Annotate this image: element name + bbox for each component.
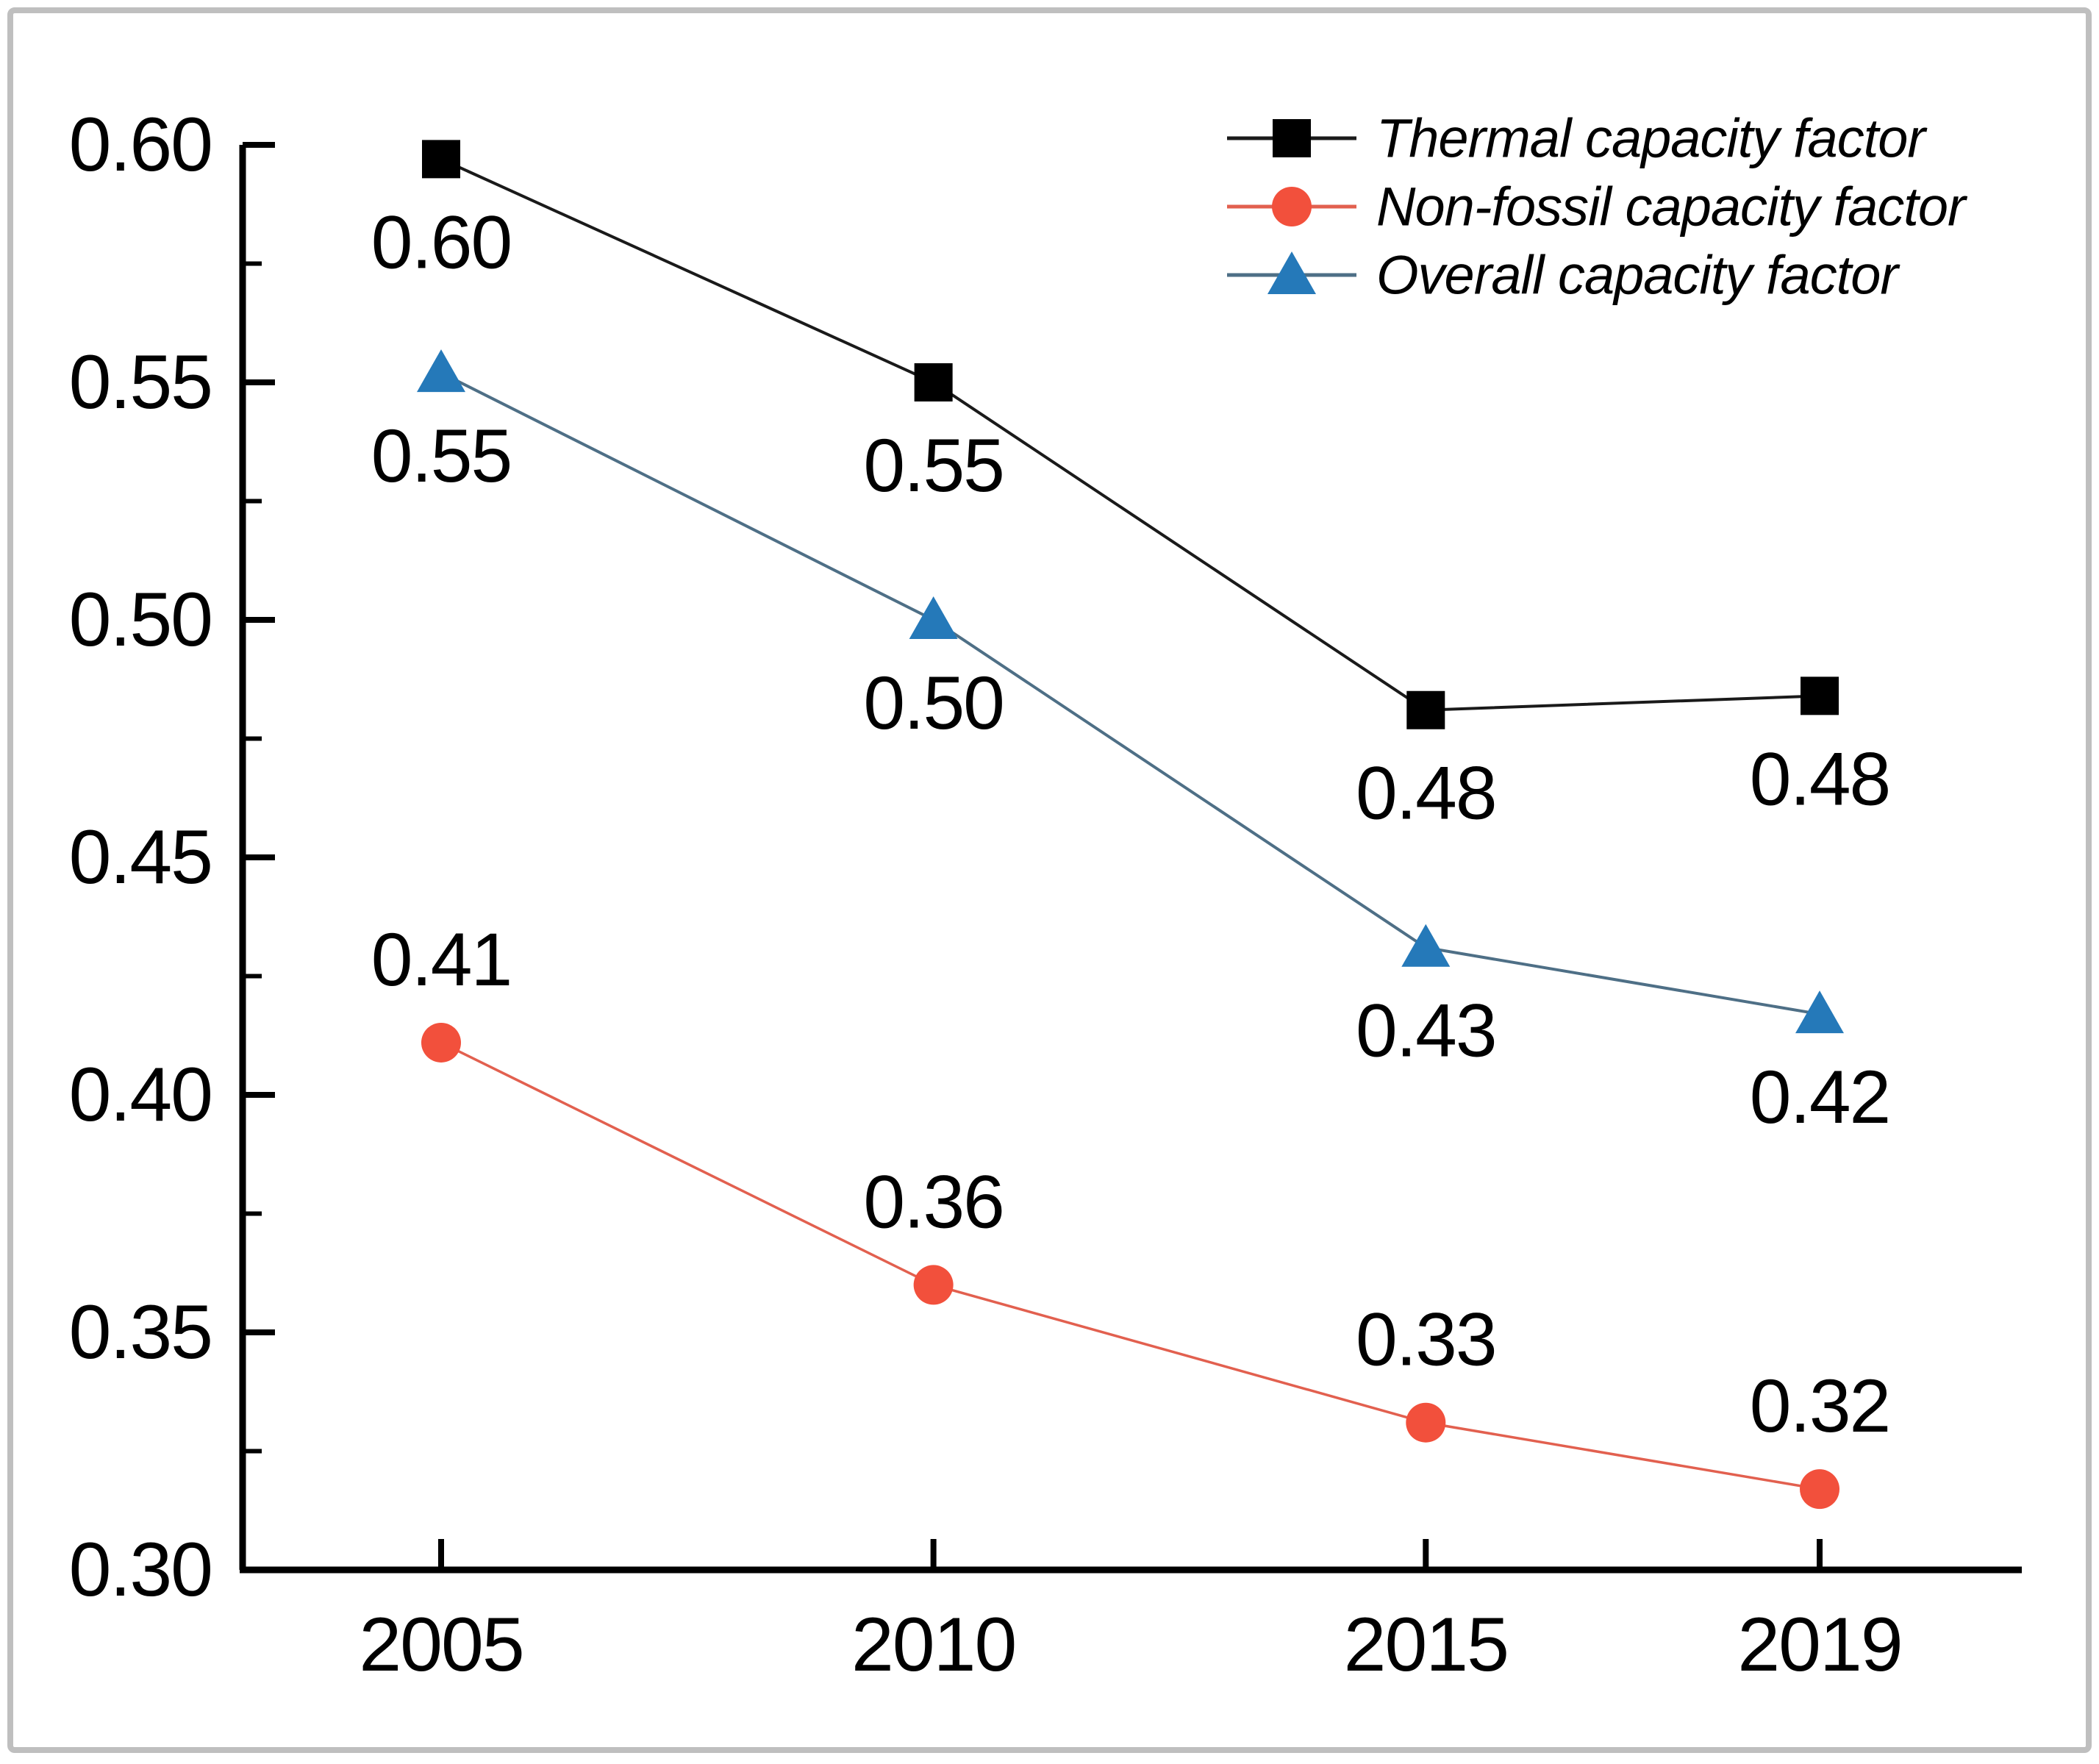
circle-marker-legend-non-fossil-capacity-factor xyxy=(1272,187,1312,226)
x-tick-label: 2010 xyxy=(851,1602,1015,1688)
figure-border xyxy=(7,7,2092,1753)
y-tick-label: 0.50 xyxy=(69,577,212,663)
series-line-thermal-capacity-factor xyxy=(440,157,1820,712)
legend-label-overall-capacity-factor: Overall capacity factor xyxy=(1376,245,1900,306)
legend-label-thermal-capacity-factor: Thermal capacity factor xyxy=(1376,108,1928,169)
data-label-overall-capacity-factor: 0.43 xyxy=(1356,989,1496,1073)
triangle-marker-overall-capacity-factor xyxy=(1401,924,1451,967)
legend-label-non-fossil-capacity-factor: Non-fossil capacity factor xyxy=(1376,176,1968,238)
circle-marker-non-fossil-capacity-factor xyxy=(913,1265,954,1305)
y-tick-label: 0.35 xyxy=(69,1290,212,1375)
square-marker-thermal-capacity-factor xyxy=(914,363,953,401)
y-tick-label: 0.45 xyxy=(69,815,212,900)
square-marker-thermal-capacity-factor xyxy=(422,140,460,179)
y-tick-label: 0.30 xyxy=(69,1527,212,1613)
triangle-marker-legend-overall-capacity-factor xyxy=(1267,251,1316,294)
circle-marker-non-fossil-capacity-factor xyxy=(421,1022,461,1063)
series-line-overall-capacity-factor xyxy=(440,371,1820,1016)
triangle-marker-overall-capacity-factor xyxy=(909,596,958,639)
data-label-thermal-capacity-factor: 0.48 xyxy=(1750,737,1890,821)
data-label-non-fossil-capacity-factor: 0.41 xyxy=(371,918,512,1001)
x-tick-label: 2015 xyxy=(1344,1602,1508,1688)
x-tick-label: 2005 xyxy=(359,1602,523,1688)
circle-marker-non-fossil-capacity-factor xyxy=(1406,1402,1446,1443)
data-label-thermal-capacity-factor: 0.60 xyxy=(371,200,512,284)
square-marker-legend-thermal-capacity-factor xyxy=(1273,119,1311,157)
circle-marker-non-fossil-capacity-factor xyxy=(1800,1469,1840,1510)
data-label-non-fossil-capacity-factor: 0.33 xyxy=(1356,1298,1496,1382)
data-label-overall-capacity-factor: 0.50 xyxy=(863,661,1004,745)
y-tick-label: 0.40 xyxy=(69,1052,212,1138)
data-label-overall-capacity-factor: 0.42 xyxy=(1750,1055,1890,1139)
data-label-thermal-capacity-factor: 0.48 xyxy=(1356,751,1496,835)
square-marker-thermal-capacity-factor xyxy=(1406,690,1445,729)
data-label-non-fossil-capacity-factor: 0.36 xyxy=(863,1160,1004,1243)
triangle-marker-overall-capacity-factor xyxy=(1795,990,1845,1034)
x-tick-label: 2019 xyxy=(1737,1602,1901,1688)
y-tick-label: 0.60 xyxy=(69,102,212,188)
series-line-non-fossil-capacity-factor xyxy=(440,1041,1820,1490)
y-tick-label: 0.55 xyxy=(69,340,212,425)
square-marker-thermal-capacity-factor xyxy=(1801,676,1839,715)
data-label-thermal-capacity-factor: 0.55 xyxy=(863,424,1004,507)
data-label-overall-capacity-factor: 0.55 xyxy=(371,414,512,498)
triangle-marker-overall-capacity-factor xyxy=(417,349,465,393)
data-label-non-fossil-capacity-factor: 0.32 xyxy=(1750,1364,1890,1448)
